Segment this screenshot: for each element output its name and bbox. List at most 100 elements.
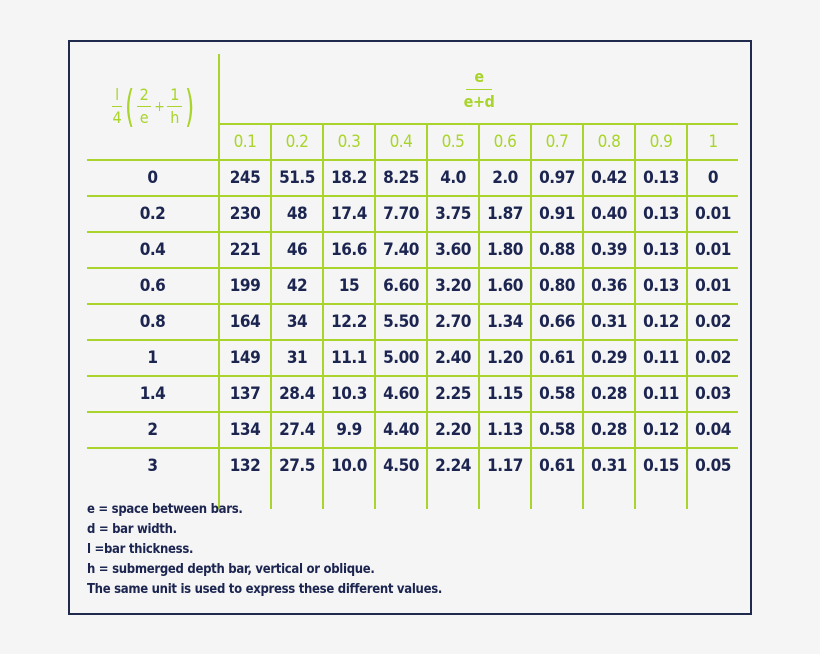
table-cell: 164 xyxy=(219,303,271,340)
table-cell: 4.50 xyxy=(374,447,427,483)
table-cell: 1.80 xyxy=(478,231,531,268)
table-cell: 48 xyxy=(270,195,323,232)
table-cell: 0 xyxy=(686,159,738,196)
table-cell: 3.60 xyxy=(426,231,479,268)
table-cell: 2.20 xyxy=(426,411,479,448)
table-cell: 1.60 xyxy=(478,267,531,304)
table-row: 0 245 51.5 18.2 8.25 4.0 2.0 0.97 0.42 0.13 0 xyxy=(87,159,738,196)
table-cell: 149 xyxy=(219,339,271,376)
table-cell: 1.15 xyxy=(478,375,531,412)
column-header: 0.9 xyxy=(634,123,687,160)
column-header-row: 0.1 0.2 0.3 0.4 0.5 0.6 0.7 0.8 0.9 1 xyxy=(87,123,738,160)
table-cell: 137 xyxy=(219,375,271,412)
table-cell: 2.40 xyxy=(426,339,479,376)
table-cell: 0.39 xyxy=(582,231,635,268)
row-key: 3 xyxy=(87,447,220,483)
table-row: 0.6 199 42 15 6.60 3.20 1.60 0.80 0.36 0.13 0.01 xyxy=(87,267,738,304)
table-cell: 1.17 xyxy=(478,447,531,483)
table-row: 0.8 164 34 12.2 5.50 2.70 1.34 0.66 0.31 0.12 0.02 xyxy=(87,303,738,340)
table-cell: 0.04 xyxy=(686,411,738,448)
column-header: 0.4 xyxy=(374,123,427,160)
row-key: 0 xyxy=(87,159,220,196)
fraction-l-over-4: l 4 xyxy=(112,85,122,127)
table-cell: 0.66 xyxy=(530,303,583,340)
table-cell: 0.11 xyxy=(634,339,687,376)
row-key: 0.2 xyxy=(87,195,220,232)
table-cell: 2.70 xyxy=(426,303,479,340)
table-cell: 0.36 xyxy=(582,267,635,304)
table-frame: l 4 ( 2 e + 1 h ) xyxy=(68,40,752,615)
fraction-1-over-h: 1 h xyxy=(167,86,182,127)
table-cell: 0.28 xyxy=(582,411,635,448)
table-cell: 0.02 xyxy=(686,303,738,340)
table-cell: 0.12 xyxy=(634,303,687,340)
table-cell: 51.5 xyxy=(270,159,323,196)
column-header: 1 xyxy=(686,123,738,160)
table-cell: 6.60 xyxy=(374,267,427,304)
table-cell: 0.13 xyxy=(634,159,687,196)
table-cell: 7.70 xyxy=(374,195,427,232)
note-e: e = space between bars. xyxy=(87,502,243,517)
table-cell: 1.13 xyxy=(478,411,531,448)
table-cell: 0.11 xyxy=(634,375,687,412)
table-cell: 0.02 xyxy=(686,339,738,376)
table-cell: 221 xyxy=(219,231,271,268)
table-cell: 0.80 xyxy=(530,267,583,304)
table-tail-spacer xyxy=(87,483,738,509)
table-cell: 42 xyxy=(270,267,323,304)
table-cell: 27.4 xyxy=(270,411,323,448)
fraction-2-over-e: 2 e xyxy=(136,86,152,127)
column-header: 0.2 xyxy=(270,123,323,160)
column-header: 0.6 xyxy=(478,123,531,160)
table-cell: 0.91 xyxy=(530,195,583,232)
table-cell: 8.25 xyxy=(374,159,427,196)
table-cell: 34 xyxy=(270,303,323,340)
table-cell: 31 xyxy=(270,339,323,376)
note-d: d = bar width. xyxy=(87,522,177,537)
table-cell: 0.01 xyxy=(686,231,738,268)
row-key: 0.8 xyxy=(87,303,220,340)
table-row: 1 149 31 11.1 5.00 2.40 1.20 0.61 0.29 0.11 0.02 xyxy=(87,339,738,376)
table-cell: 10.0 xyxy=(322,447,375,483)
table-cell: 11.1 xyxy=(322,339,375,376)
table-cell: 15 xyxy=(322,267,375,304)
table-cell: 245 xyxy=(219,159,271,196)
note-h: h = submerged depth bar, vertical or obl… xyxy=(87,562,375,577)
table-cell: 0.05 xyxy=(686,447,738,483)
column-header: 0.5 xyxy=(426,123,479,160)
column-header: 0.1 xyxy=(219,123,271,160)
row-key: 0.6 xyxy=(87,267,220,304)
table-cell: 4.40 xyxy=(374,411,427,448)
table-row: 2 134 27.4 9.9 4.40 2.20 1.13 0.58 0.28 0.12 0.04 xyxy=(87,411,738,448)
table-cell: 0.03 xyxy=(686,375,738,412)
table-cell: 16.6 xyxy=(322,231,375,268)
table-cell: 199 xyxy=(219,267,271,304)
table-cell: 18.2 xyxy=(322,159,375,196)
table-cell: 0.13 xyxy=(634,195,687,232)
table-cell: 0.28 xyxy=(582,375,635,412)
legend-notes: e = space between bars. d = bar width. l… xyxy=(87,500,442,600)
table-cell: 2.25 xyxy=(426,375,479,412)
table-cell: 0.13 xyxy=(634,231,687,268)
table-cell: 17.4 xyxy=(322,195,375,232)
table-cell: 5.00 xyxy=(374,339,427,376)
table-cell: 4.60 xyxy=(374,375,427,412)
table-cell: 9.9 xyxy=(322,411,375,448)
column-header: 0.8 xyxy=(582,123,635,160)
table-cell: 2.0 xyxy=(478,159,531,196)
table-cell: 3.20 xyxy=(426,267,479,304)
row-key: 1 xyxy=(87,339,220,376)
table-cell: 3.75 xyxy=(426,195,479,232)
table-cell: 1.87 xyxy=(478,195,531,232)
table-cell: 2.24 xyxy=(426,447,479,483)
table-cell: 0.88 xyxy=(530,231,583,268)
coefficient-table: l 4 ( 2 e + 1 h ) xyxy=(87,54,738,509)
table-cell: 230 xyxy=(219,195,271,232)
table-cell: 0.42 xyxy=(582,159,635,196)
table-cell: 0.01 xyxy=(686,267,738,304)
row-key: 1.4 xyxy=(87,375,220,412)
table-cell: 0.58 xyxy=(530,375,583,412)
table-cell: 10.3 xyxy=(322,375,375,412)
column-header: 0.3 xyxy=(322,123,375,160)
table-cell: 0.15 xyxy=(634,447,687,483)
